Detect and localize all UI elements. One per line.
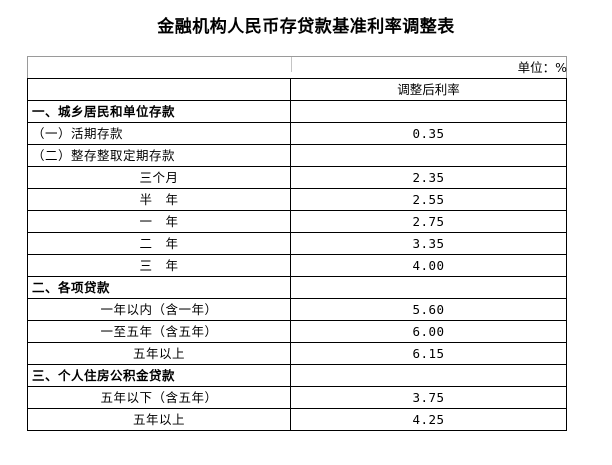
row-value [289,364,568,387]
row-value: 2.55 [289,188,568,211]
table-row: （一）活期存款 0.35 [27,122,568,145]
row-label: （一）活期存款 [27,122,291,145]
page-title: 金融机构人民币存贷款基准利率调整表 [157,17,455,37]
row-label: 一年以内（含一年） [27,298,291,321]
table-row: 二、各项贷款 [27,276,568,299]
row-label: 一、城乡居民和单位存款 [27,100,291,123]
row-value: 3.75 [289,386,568,409]
row-value: 3.35 [289,232,568,255]
table-row: 一年以内（含一年） 5.60 [27,298,568,321]
table-row: 五年以上 4.25 [27,408,568,431]
interest-rate-table: 单位：% 调整后利率 一、城乡居民和单位存款 （一）活期存款 0.35 （二）整… [26,56,568,431]
row-value: 2.35 [289,166,568,189]
row-value: 2.75 [289,210,568,233]
table-body: 单位：% 调整后利率 一、城乡居民和单位存款 （一）活期存款 0.35 （二）整… [26,56,568,431]
row-label: 一 年 [27,210,291,233]
row-value [289,100,568,123]
table-row: 三、个人住房公积金贷款 [27,364,568,387]
rate-table-container: 单位：% 调整后利率 一、城乡居民和单位存款 （一）活期存款 0.35 （二）整… [26,56,568,431]
table-row: 一、城乡居民和单位存款 [27,100,568,123]
table-row: 二 年 3.35 [27,232,568,255]
row-value: 5.60 [289,298,568,321]
row-value: 4.00 [289,254,568,277]
row-value: 0.35 [289,122,568,145]
table-row: 一至五年（含五年） 6.00 [27,320,568,343]
header-rate-cell: 调整后利率 [289,78,568,101]
table-row: （二）整存整取定期存款 [27,144,568,167]
table-row: 半 年 2.55 [27,188,568,211]
row-label: 半 年 [27,188,291,211]
unit-note-text: 单位：% [517,59,568,75]
row-label: 二、各项贷款 [27,276,291,299]
faint-column-divider [291,57,292,72]
row-value [289,276,568,299]
row-label: 五年以上 [27,408,291,431]
row-value [289,144,568,167]
row-label: 五年以上 [27,342,291,365]
header-item-cell [27,78,291,101]
row-label: （二）整存整取定期存款 [27,144,291,167]
row-label: 一至五年（含五年） [27,320,291,343]
table-row: 五年以下（含五年） 3.75 [27,386,568,409]
row-label: 三 年 [27,254,291,277]
table-row: 三个月 2.35 [27,166,568,189]
unit-row: 单位：% [26,56,568,79]
table-header-row: 调整后利率 [27,78,568,101]
row-value: 4.25 [289,408,568,431]
row-label: 三、个人住房公积金贷款 [27,364,291,387]
row-label: 三个月 [27,166,291,189]
table-row: 三 年 4.00 [27,254,568,277]
unit-note-cell: 单位：% [26,56,568,79]
table-row: 五年以上 6.15 [27,342,568,365]
row-value: 6.15 [289,342,568,365]
table-row: 一 年 2.75 [27,210,568,233]
row-label: 五年以下（含五年） [27,386,291,409]
row-value: 6.00 [289,320,568,343]
row-label: 二 年 [27,232,291,255]
